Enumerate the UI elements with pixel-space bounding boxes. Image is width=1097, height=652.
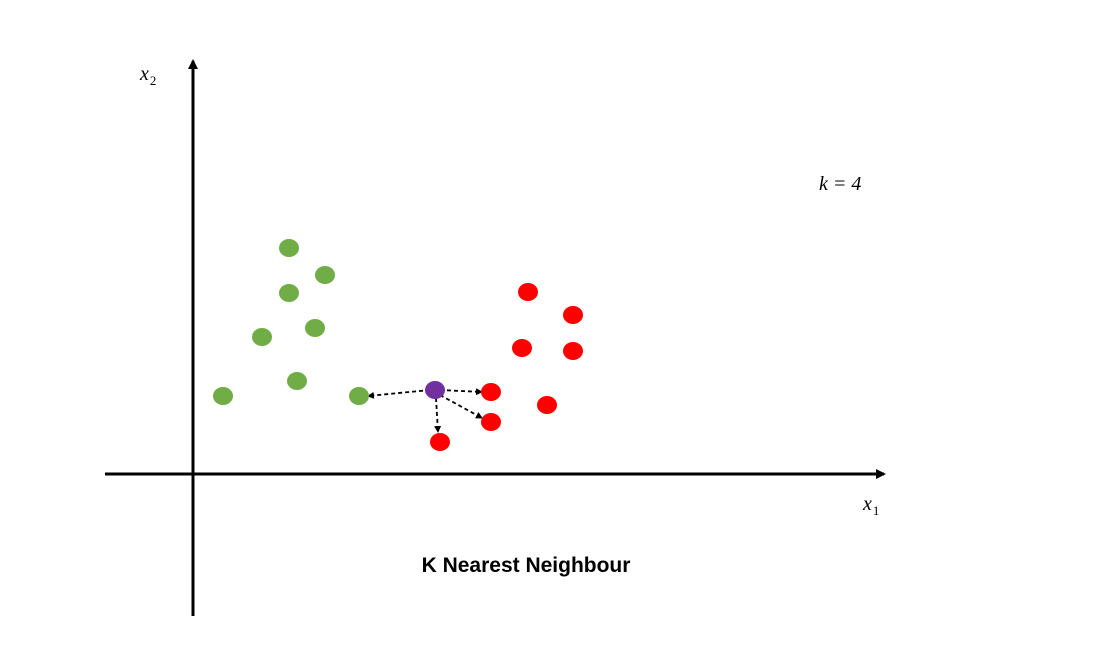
point — [518, 283, 538, 301]
y-label-sub: 2 — [150, 73, 157, 88]
y-axis-label: x2 — [139, 63, 156, 88]
point — [563, 306, 583, 324]
point — [305, 319, 325, 337]
x-label-sub: 1 — [873, 503, 880, 518]
point — [252, 328, 272, 346]
point — [481, 413, 501, 431]
x-axis-label: x1 — [862, 493, 879, 518]
y-label-base: x — [139, 63, 149, 85]
distance-arrows — [367, 388, 483, 433]
point — [512, 339, 532, 357]
red-points — [430, 283, 583, 451]
k-annotation: k = 4 — [819, 173, 861, 195]
point — [481, 383, 501, 401]
point — [213, 387, 233, 405]
query-point — [425, 381, 445, 399]
point — [279, 284, 299, 302]
x-label-base: x — [862, 493, 872, 515]
point — [315, 266, 335, 284]
point — [279, 239, 299, 257]
arrow — [439, 394, 483, 419]
green-points — [213, 239, 369, 405]
arrow — [434, 397, 442, 433]
point — [563, 342, 583, 360]
arrow — [367, 389, 431, 399]
arrow — [439, 388, 483, 396]
point — [287, 372, 307, 390]
title: K Nearest Neighbour — [422, 554, 631, 577]
point — [430, 433, 450, 451]
point — [349, 387, 369, 405]
point — [537, 396, 557, 414]
